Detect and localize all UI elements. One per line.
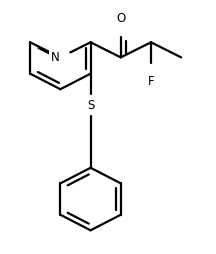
Text: F: F	[148, 75, 154, 88]
Text: N: N	[51, 51, 59, 64]
Text: O: O	[116, 12, 125, 25]
Text: S: S	[87, 99, 94, 112]
